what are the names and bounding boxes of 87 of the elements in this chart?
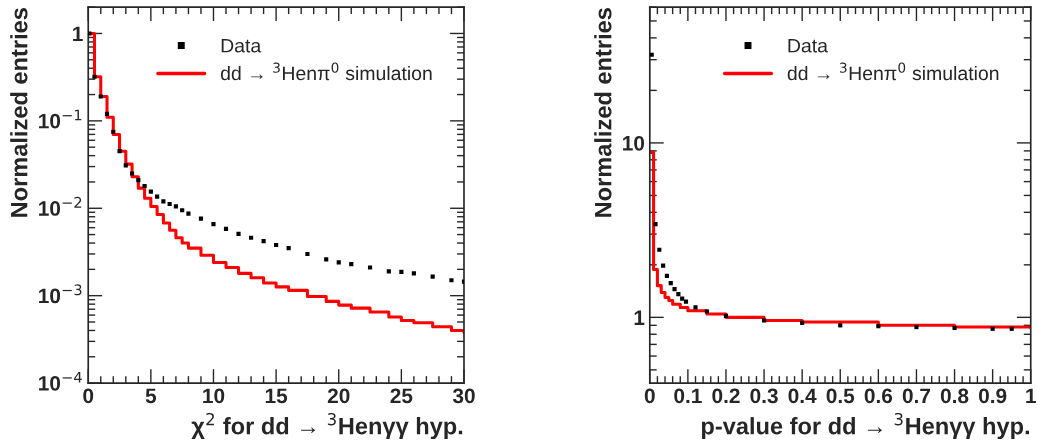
point [155, 194, 160, 199]
y-tick-label: 10$^{−4}$ [39, 371, 82, 391]
point [657, 247, 662, 252]
x-tick-label: 0.9 [978, 388, 1007, 404]
x-tick-label: 0.8 [940, 388, 969, 404]
point [386, 269, 391, 274]
point [324, 257, 329, 262]
x-tick-label: 25 [390, 388, 413, 404]
point [399, 269, 404, 274]
point [430, 274, 435, 279]
point [117, 149, 122, 154]
y-tick-label: 10$^{−1}$ [39, 109, 82, 129]
point [88, 31, 92, 36]
legend-label: dd → $^{3}$Henπ$^{0}$ simulation [787, 62, 999, 81]
point [142, 183, 147, 189]
x-tick-label: 0 [83, 388, 94, 404]
point [136, 178, 141, 183]
legend-label: dd → $^{3}$Henπ$^{0}$ simulation [220, 62, 432, 81]
point [683, 299, 689, 304]
point [349, 261, 354, 267]
y-tick-label: 10$^{−2}$ [39, 196, 82, 216]
point [98, 94, 103, 99]
x-tick-label: 0.4 [788, 388, 817, 404]
point [761, 318, 767, 323]
point [653, 222, 658, 227]
point [411, 271, 416, 276]
point [876, 324, 881, 329]
x-tick-label: 0.6 [864, 388, 893, 404]
point [261, 239, 266, 244]
point [693, 305, 698, 310]
point [180, 208, 185, 213]
legend-label: Data [788, 38, 828, 53]
x-tick-label: 0.1 [674, 388, 702, 404]
point [305, 251, 310, 257]
point [111, 129, 116, 134]
point [123, 163, 128, 168]
x-axis-title: χ$^{2}$ for dd → $^{3}$Henγγ hyp. [191, 412, 463, 440]
x-tick-label: 20 [327, 388, 350, 404]
legend-label: Data [221, 38, 262, 53]
point [914, 324, 919, 330]
x-tick-label: 0.7 [902, 388, 931, 404]
point [990, 326, 995, 331]
y-tick-label: 10$^{−3}$ [39, 284, 82, 304]
x-tick-label: 5 [145, 388, 157, 404]
point [129, 171, 135, 176]
point [167, 201, 172, 207]
point [198, 216, 204, 221]
point [223, 226, 229, 232]
point [173, 204, 178, 209]
point [649, 52, 654, 57]
point [668, 281, 673, 286]
point [186, 211, 191, 216]
point [148, 189, 153, 194]
x-tick-label: 0 [644, 388, 655, 404]
point [236, 231, 241, 236]
x-axis-title: p-value for dd → $^{3}$Henγγ hyp. [701, 412, 1029, 440]
point [1009, 326, 1014, 331]
x-tick-label: 15 [265, 388, 288, 404]
x-tick-label: 0.2 [712, 388, 740, 404]
point [104, 111, 110, 117]
point [664, 273, 670, 278]
point [211, 221, 216, 227]
x-tick-label: 10 [203, 388, 225, 404]
point [952, 325, 957, 330]
point [367, 265, 373, 270]
point [723, 313, 729, 318]
y-axis-title: Normalized entries [594, 8, 612, 217]
x-tick-label: 1 [1026, 388, 1036, 404]
point [92, 74, 97, 79]
point [274, 242, 279, 248]
y-tick-label: 1 [73, 26, 83, 42]
point [286, 246, 291, 251]
point [704, 309, 710, 314]
point [680, 296, 685, 301]
point [676, 291, 681, 297]
point [800, 320, 805, 325]
point [661, 263, 666, 268]
point [248, 235, 254, 240]
point [672, 287, 677, 292]
point [161, 199, 166, 204]
point [336, 260, 341, 265]
x-tick-label: 0.5 [826, 388, 855, 404]
y-axis-title: Normalized entries [10, 8, 28, 217]
point [838, 323, 843, 328]
x-tick-label: 0.3 [750, 388, 778, 404]
point [449, 278, 454, 283]
x-tick-label: 30 [452, 388, 475, 404]
